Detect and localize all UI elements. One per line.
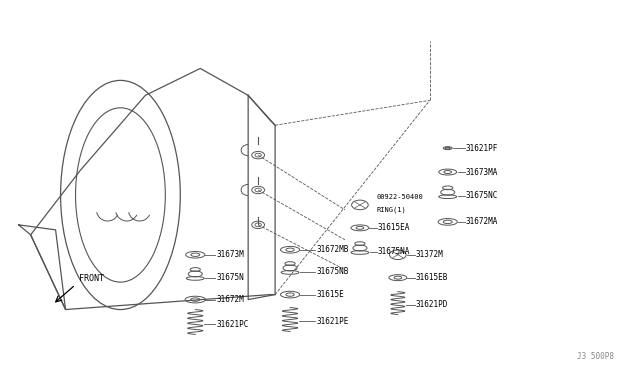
Text: 31675NA: 31675NA <box>378 247 410 256</box>
Text: 31673M: 31673M <box>216 250 244 259</box>
Text: FRONT: FRONT <box>79 274 104 283</box>
Text: 31372M: 31372M <box>416 250 444 259</box>
Text: 31675NC: 31675NC <box>466 192 498 201</box>
Text: RING(1): RING(1) <box>377 207 406 213</box>
Text: 31615EA: 31615EA <box>378 223 410 232</box>
Text: 31621PE: 31621PE <box>316 317 348 326</box>
Text: 31621PF: 31621PF <box>466 144 498 153</box>
Text: 31675N: 31675N <box>216 273 244 282</box>
Text: 31621PC: 31621PC <box>216 320 248 329</box>
Text: 31675NB: 31675NB <box>316 267 348 276</box>
Text: 31672MB: 31672MB <box>316 245 348 254</box>
Text: 31673MA: 31673MA <box>466 167 498 177</box>
Text: 31672M: 31672M <box>216 295 244 304</box>
Text: 31615EB: 31615EB <box>416 273 448 282</box>
Text: J3 500P8: J3 500P8 <box>577 352 614 361</box>
Text: 31672MA: 31672MA <box>466 217 498 227</box>
Text: 00922-50400: 00922-50400 <box>377 194 424 200</box>
Text: 31615E: 31615E <box>316 290 344 299</box>
Text: 31621PD: 31621PD <box>416 300 448 309</box>
